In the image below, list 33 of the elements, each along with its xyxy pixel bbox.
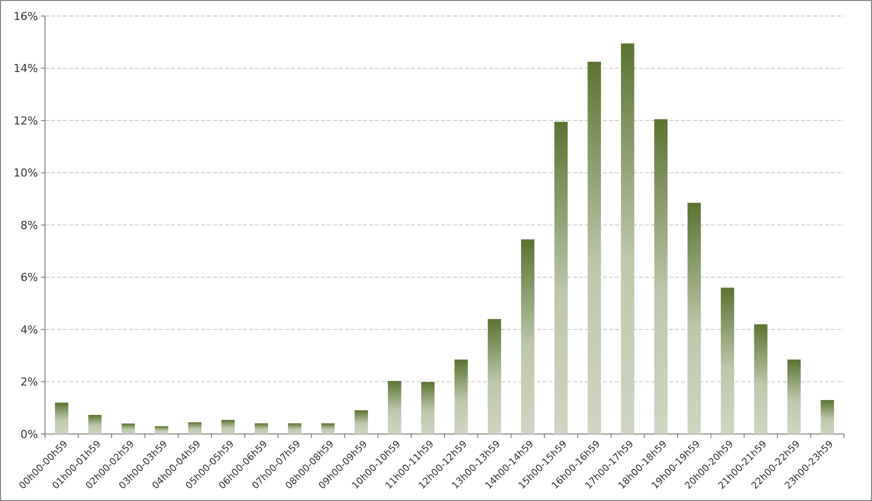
bar [521,239,534,434]
y-tick-label: 8% [20,218,38,232]
bar [787,360,801,434]
bar [321,423,335,434]
bar [388,380,402,434]
bar [88,414,102,434]
bar [221,420,235,434]
bar [654,119,668,434]
bar [588,62,601,434]
bar [820,400,834,434]
y-tick-label: 16% [14,10,38,23]
bar [754,324,768,434]
bar [188,422,202,434]
bar [354,410,368,434]
y-tick-label: 6% [20,271,38,284]
bar [122,424,135,434]
bar [688,202,701,434]
bar [421,382,435,434]
y-tick-label: 10% [14,166,38,180]
y-tick-label: 0% [20,428,38,441]
bar [454,360,468,434]
bar [488,319,502,434]
bar [554,122,568,434]
bar [154,426,168,434]
bar [254,423,268,434]
bar [288,423,302,434]
y-tick-label: 2% [20,376,38,389]
bar [620,43,634,434]
y-tick-label: 12% [14,114,38,128]
bar [54,402,68,434]
bar [720,288,734,434]
y-tick-label: 14% [14,62,38,76]
y-tick-label: 4% [20,323,38,336]
